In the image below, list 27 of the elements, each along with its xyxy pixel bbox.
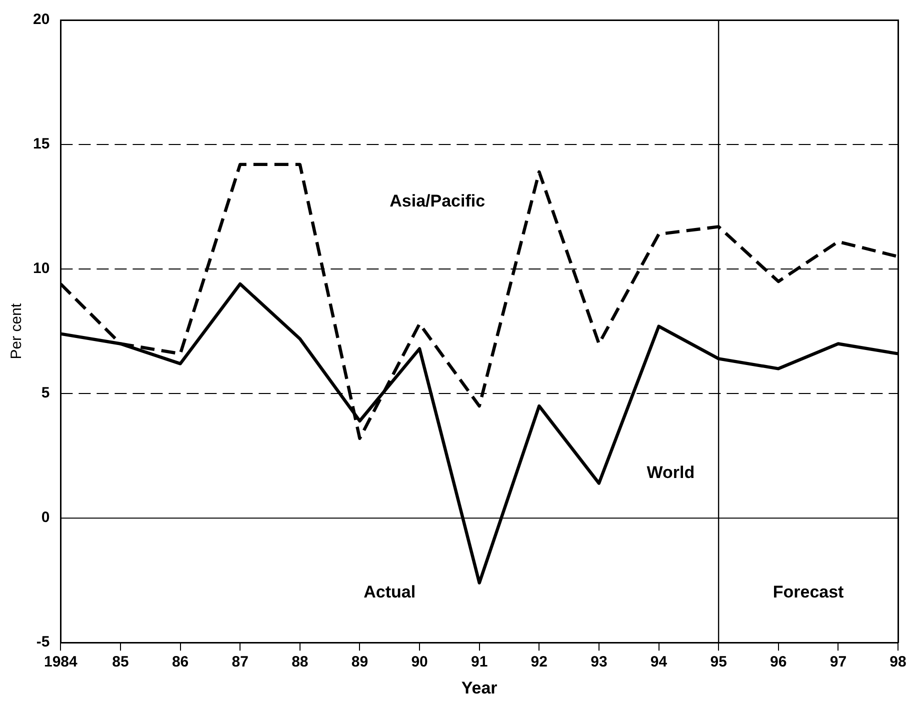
y-tick-label: 15 bbox=[32, 136, 50, 153]
x-axis-title: Year bbox=[461, 678, 498, 698]
x-tick-label: 93 bbox=[590, 654, 608, 671]
y-axis-title: Per cent bbox=[8, 302, 26, 360]
x-tick-label: 91 bbox=[471, 654, 488, 671]
x-tick-label: 89 bbox=[351, 654, 368, 671]
x-tick-label: 96 bbox=[770, 654, 787, 671]
x-tick-label: 92 bbox=[530, 654, 548, 671]
x-tick-label: 85 bbox=[112, 654, 129, 671]
y-tick-label: 10 bbox=[32, 260, 50, 278]
x-tick-label: 1984 bbox=[44, 654, 78, 671]
x-tick-label: 86 bbox=[172, 654, 189, 671]
x-tick-label: 97 bbox=[830, 654, 847, 671]
x-tick-label: 94 bbox=[650, 654, 668, 671]
text: Asia/Pacific bbox=[390, 191, 486, 210]
annotation: Forecast bbox=[772, 582, 844, 602]
y-tick-label: 20 bbox=[32, 11, 50, 28]
annotation: Actual bbox=[364, 582, 416, 602]
x-tick-label: 98 bbox=[890, 654, 906, 671]
y-tick-label: 5 bbox=[41, 384, 50, 402]
x-tick-label: 87 bbox=[232, 654, 248, 671]
y-tick-label: 0 bbox=[41, 509, 50, 526]
y-tick-label: -5 bbox=[36, 634, 50, 651]
text: World bbox=[646, 462, 695, 482]
x-tick-label: 95 bbox=[710, 654, 727, 671]
x-tick-label: 88 bbox=[292, 654, 308, 671]
x-tick-label: 90 bbox=[411, 654, 428, 671]
